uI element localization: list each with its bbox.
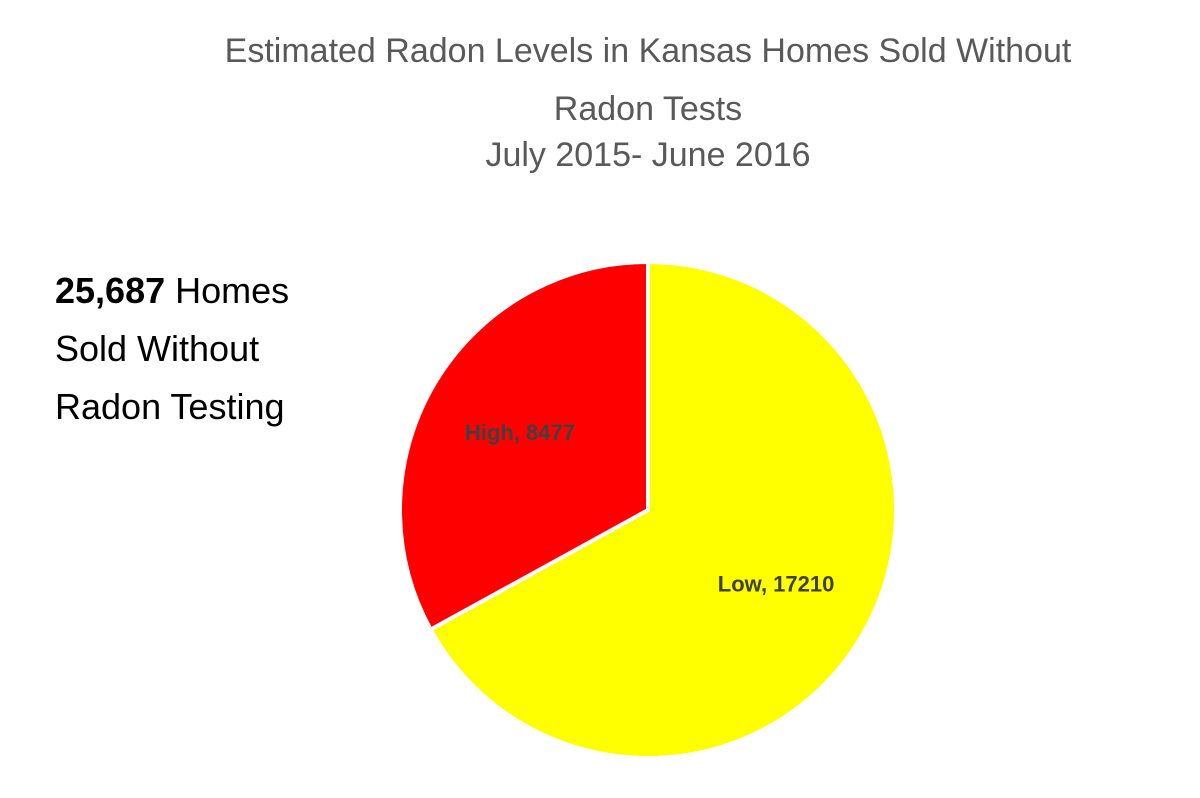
chart-subtitle: July 2015- June 2016	[485, 136, 811, 174]
annotation: 25,687 Homes Sold Without Radon Testing	[55, 262, 355, 436]
chart-title: Estimated Radon Levels in Kansas Homes S…	[224, 32, 1072, 128]
annotation-text: Homes Sold Without Radon Testing	[55, 270, 290, 427]
pie-slice	[428, 260, 898, 760]
annotation-total: 25,687	[55, 270, 166, 311]
data-label: High, 8477	[465, 420, 575, 445]
data-label: Low, 17210	[718, 572, 835, 597]
pie-slice	[398, 260, 650, 632]
